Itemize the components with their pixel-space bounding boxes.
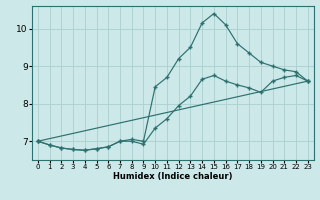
X-axis label: Humidex (Indice chaleur): Humidex (Indice chaleur) <box>113 172 233 181</box>
